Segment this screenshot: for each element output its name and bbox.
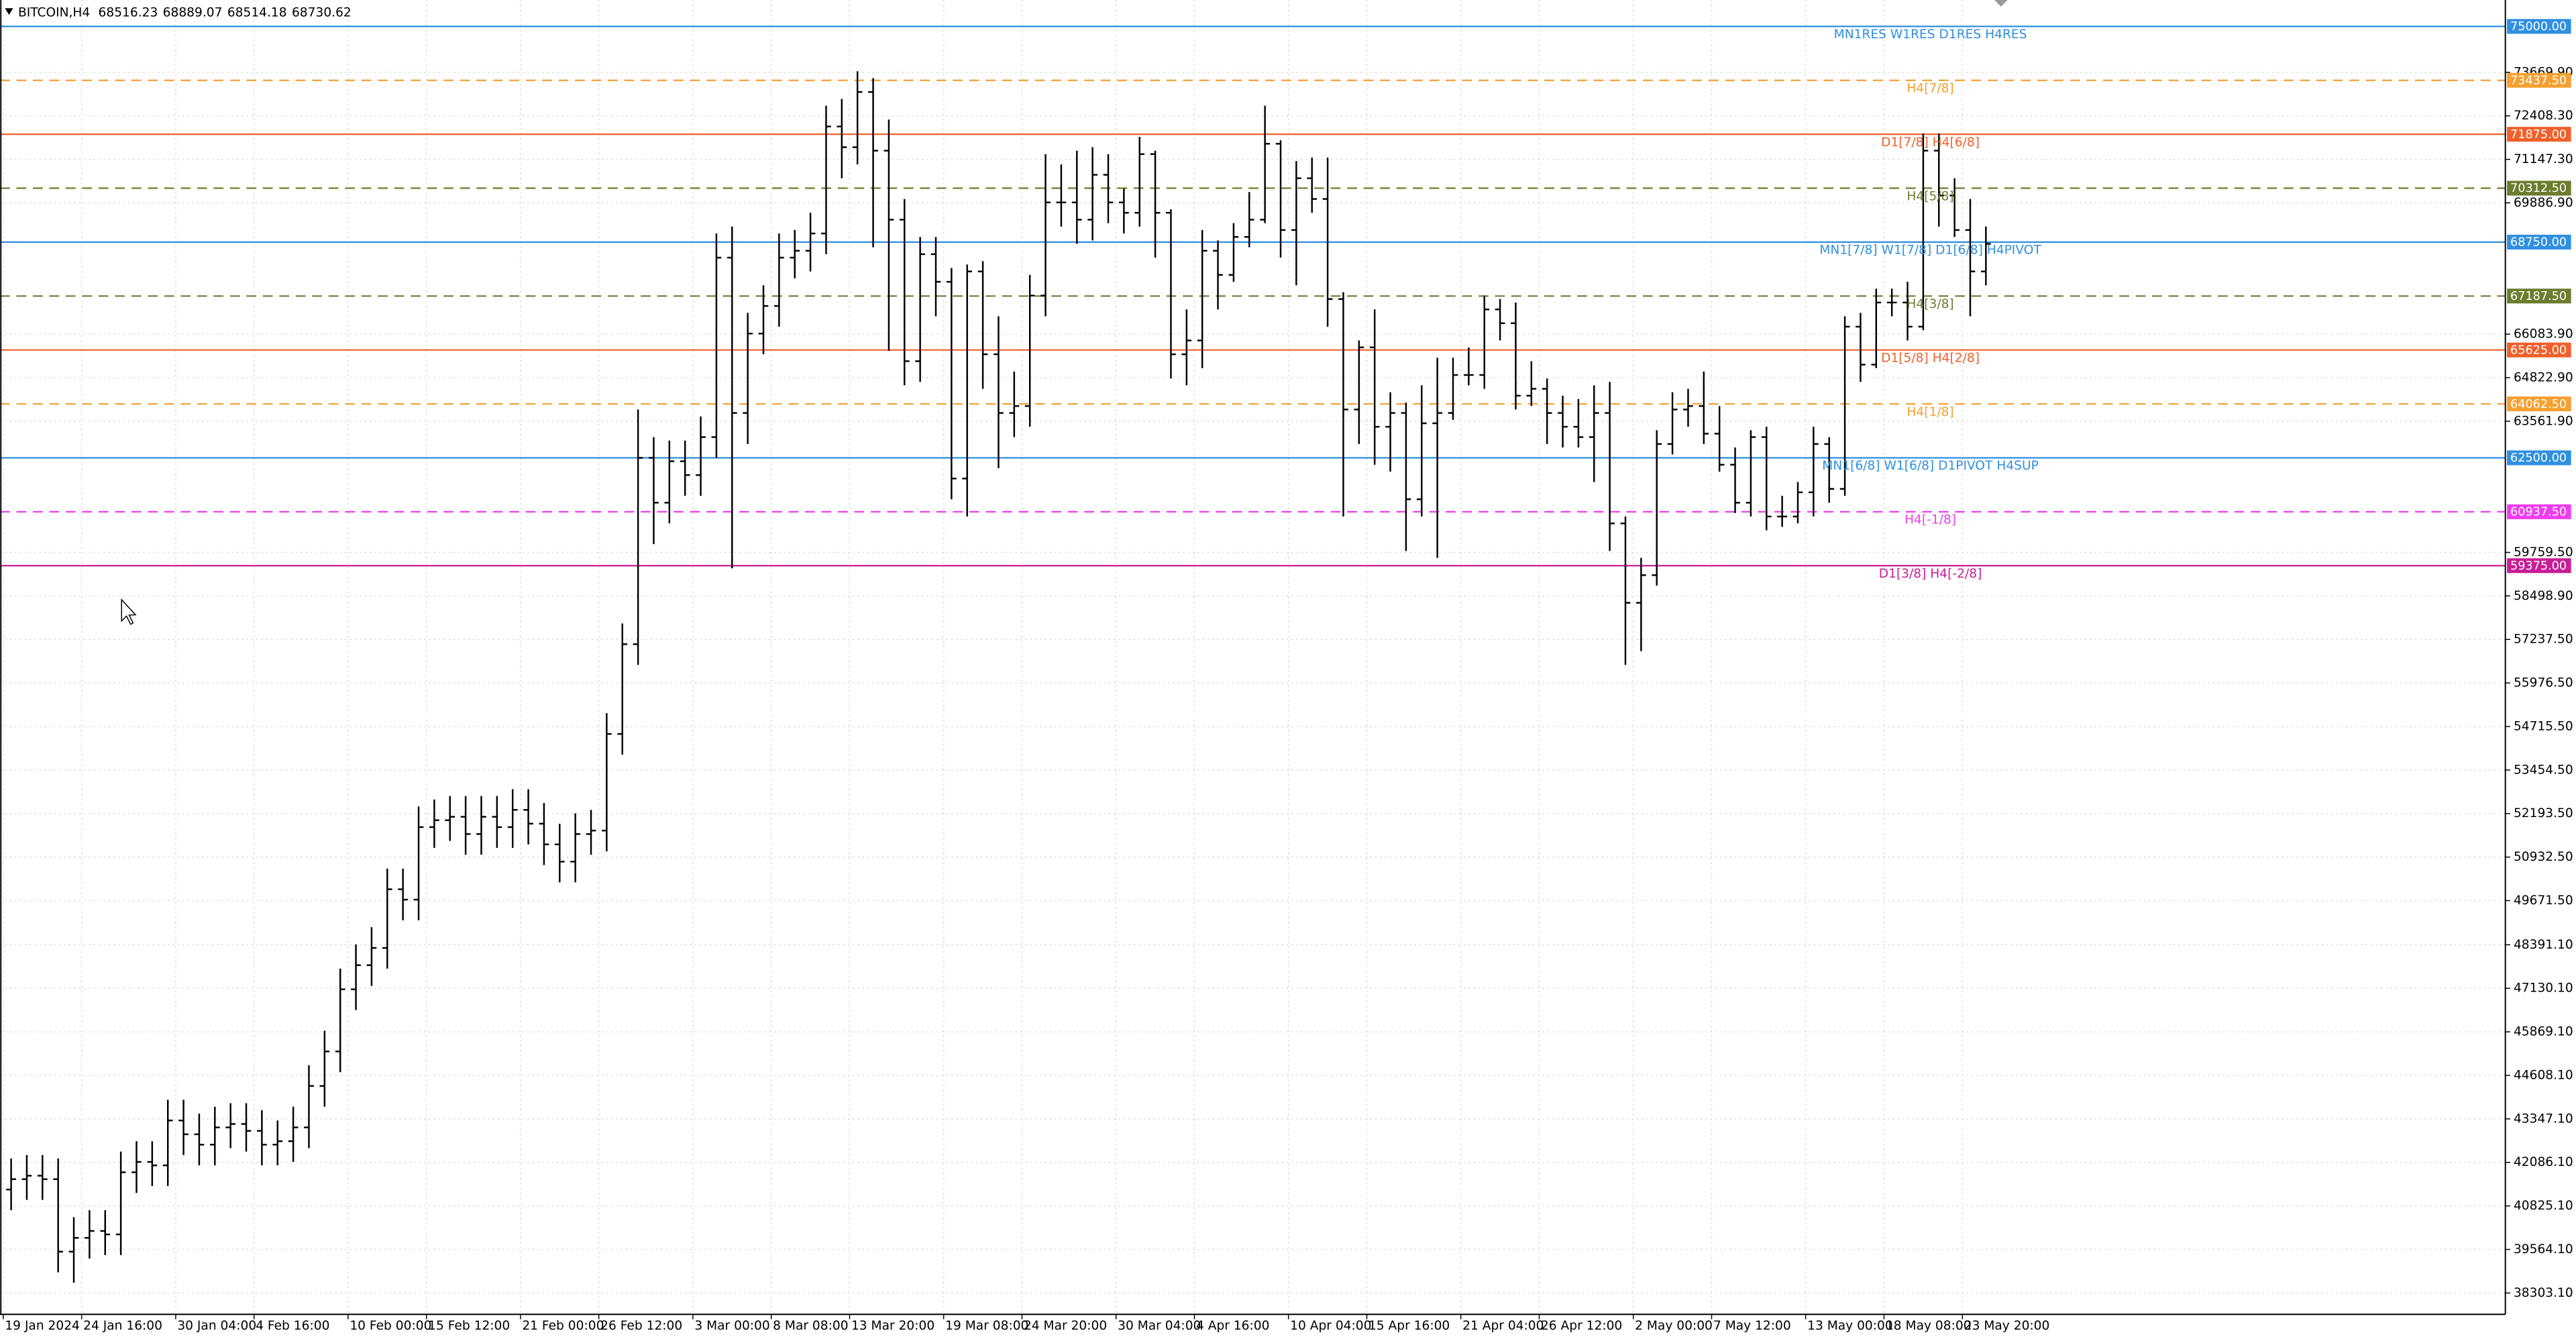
level-label: D1[3/8] H4[-2/8]: [1879, 567, 1982, 581]
x-tick-label: 13 May 00:00: [1807, 1319, 1893, 1333]
quote-close: 68730.62: [292, 5, 352, 19]
mouse-cursor: [121, 598, 137, 625]
y-tick-label: 44608.10: [2514, 1068, 2573, 1082]
level-price-box: [2507, 504, 2571, 519]
x-tick-label: 24 Mar 20:00: [1024, 1319, 1107, 1333]
menu-triangle: [5, 8, 13, 15]
level-label: MN1RES W1RES D1RES H4RES: [1834, 28, 2027, 42]
level-price-box: [2507, 288, 2571, 304]
x-tick-label: 21 Apr 04:00: [1462, 1319, 1544, 1333]
x-tick-label: 10 Feb 00:00: [350, 1319, 431, 1333]
level-label: H4[1/8]: [1907, 405, 1953, 419]
chart-header: BITCOIN,H4 68516.23 68889.07 68514.18 68730.…: [18, 5, 352, 19]
level-price-box: [2507, 342, 2571, 358]
y-tick-label: 69886.90: [2514, 196, 2573, 210]
x-tick-label: 24 Jan 16:00: [83, 1319, 162, 1333]
y-tick-label: 59759.50: [2514, 545, 2573, 559]
level-price-label: 60937.50: [2510, 506, 2567, 519]
level-price-label: 65625.00: [2510, 343, 2567, 357]
level-price-label: 67187.50: [2510, 290, 2567, 303]
x-tick-label: 26 Apr 12:00: [1541, 1319, 1622, 1333]
level-price-label: 75000.00: [2510, 20, 2567, 34]
level-price-box: [2507, 72, 2571, 88]
level-price-label: 68750.00: [2510, 236, 2567, 250]
y-tick-label: 66083.90: [2514, 327, 2573, 341]
x-tick-label: 30 Jan 04:00: [177, 1319, 256, 1333]
y-tick-label: 50932.50: [2514, 850, 2573, 864]
y-tick-label: 49671.50: [2514, 894, 2573, 908]
x-tick-label: 19 Jan 2024: [5, 1319, 80, 1333]
x-tick-label: 30 Mar 04:00: [1118, 1319, 1201, 1333]
x-tick-label: 10 Apr 04:00: [1290, 1319, 1371, 1333]
symbol: BITCOIN,H4: [18, 5, 90, 19]
y-tick-label: 39564.10: [2514, 1242, 2573, 1256]
y-tick-label: 42086.10: [2514, 1155, 2573, 1169]
y-tick-label: 58498.90: [2514, 589, 2573, 603]
y-tick-label: 47130.10: [2514, 981, 2573, 996]
bars-layer: [6, 71, 1991, 1283]
y-tick-label: 40825.10: [2514, 1199, 2573, 1213]
level-price-label: 59375.00: [2510, 559, 2567, 573]
x-tick-label: 18 May 08:00: [1886, 1319, 1972, 1333]
level-price-label: 71875.00: [2510, 128, 2567, 142]
level-label: H4[5/8]: [1907, 189, 1953, 203]
level-price-box: [2507, 127, 2571, 142]
quote-open: 68516.23: [99, 5, 158, 19]
level-price-label: 62500.00: [2510, 451, 2567, 465]
y-tick-label: 54715.50: [2514, 719, 2573, 733]
level-price-label: 64062.50: [2510, 398, 2567, 411]
y-tick-label: 52193.50: [2514, 806, 2573, 820]
y-tick-label: 45869.10: [2514, 1025, 2573, 1039]
level-price-box: [2507, 19, 2571, 34]
x-tick-label: 15 Feb 12:00: [428, 1319, 510, 1333]
shift-marker: [1994, 0, 2008, 7]
x-tick-label: 15 Apr 16:00: [1368, 1319, 1450, 1333]
y-tick-label: 64822.90: [2514, 370, 2573, 384]
level-price-label: 73437.50: [2510, 74, 2567, 87]
y-tick-label: 53454.50: [2514, 763, 2573, 777]
y-tick-label: 43347.10: [2514, 1112, 2573, 1126]
labels-layer: 73669.9072408.3071147.3069886.9066083.90…: [3, 19, 2573, 1333]
level-label: H4[-1/8]: [1904, 513, 1956, 527]
x-tick-label: 3 Mar 00:00: [694, 1319, 769, 1333]
x-tick-label: 2 May 00:00: [1635, 1319, 1713, 1333]
y-tick-label: 71147.30: [2514, 152, 2573, 166]
x-tick-label: 19 Mar 08:00: [945, 1319, 1028, 1333]
level-label: MN1[7/8] W1[7/8] D1[6/8] H4PIVOT: [1819, 244, 2041, 258]
grid-layer: [0, 0, 2506, 1315]
level-label: D1[7/8] H4[6/8]: [1881, 136, 1980, 150]
level-price-box: [2507, 558, 2571, 574]
x-tick-label: 26 Feb 12:00: [600, 1319, 682, 1333]
quote-high: 68889.07: [163, 5, 223, 19]
x-tick-label: 23 May 20:00: [1964, 1319, 2050, 1333]
level-price-label: 70312.50: [2510, 182, 2567, 195]
x-tick-label: 4 Feb 16:00: [256, 1319, 329, 1333]
y-tick-label: 38303.10: [2514, 1286, 2573, 1300]
level-price-box: [2507, 234, 2571, 250]
level-label: D1[5/8] H4[2/8]: [1881, 351, 1980, 365]
y-tick-label: 72408.30: [2514, 109, 2573, 123]
x-tick-label: 7 May 12:00: [1713, 1319, 1791, 1333]
level-label: H4[3/8]: [1907, 297, 1953, 311]
x-tick-label: 8 Mar 08:00: [773, 1319, 848, 1333]
levels-layer: [0, 25, 2506, 567]
level-label: MN1[6/8] W1[6/8] D1PIVOT H4SUP: [1822, 459, 2039, 473]
level-price-box: [2507, 180, 2571, 196]
y-tick-label: 63561.90: [2514, 414, 2573, 428]
quote-low: 68514.18: [227, 5, 287, 19]
y-tick-label: 48391.10: [2514, 938, 2573, 952]
x-tick-label: 4 Apr 16:00: [1196, 1319, 1270, 1333]
y-tick-label: 55976.50: [2514, 676, 2573, 690]
y-tick-label: 57237.50: [2514, 633, 2573, 647]
x-tick-label: 13 Mar 20:00: [851, 1319, 934, 1333]
level-label: H4[7/8]: [1907, 81, 1953, 95]
level-price-box: [2507, 396, 2571, 412]
x-tick-label: 21 Feb 00:00: [522, 1319, 604, 1333]
level-price-box: [2507, 450, 2571, 466]
